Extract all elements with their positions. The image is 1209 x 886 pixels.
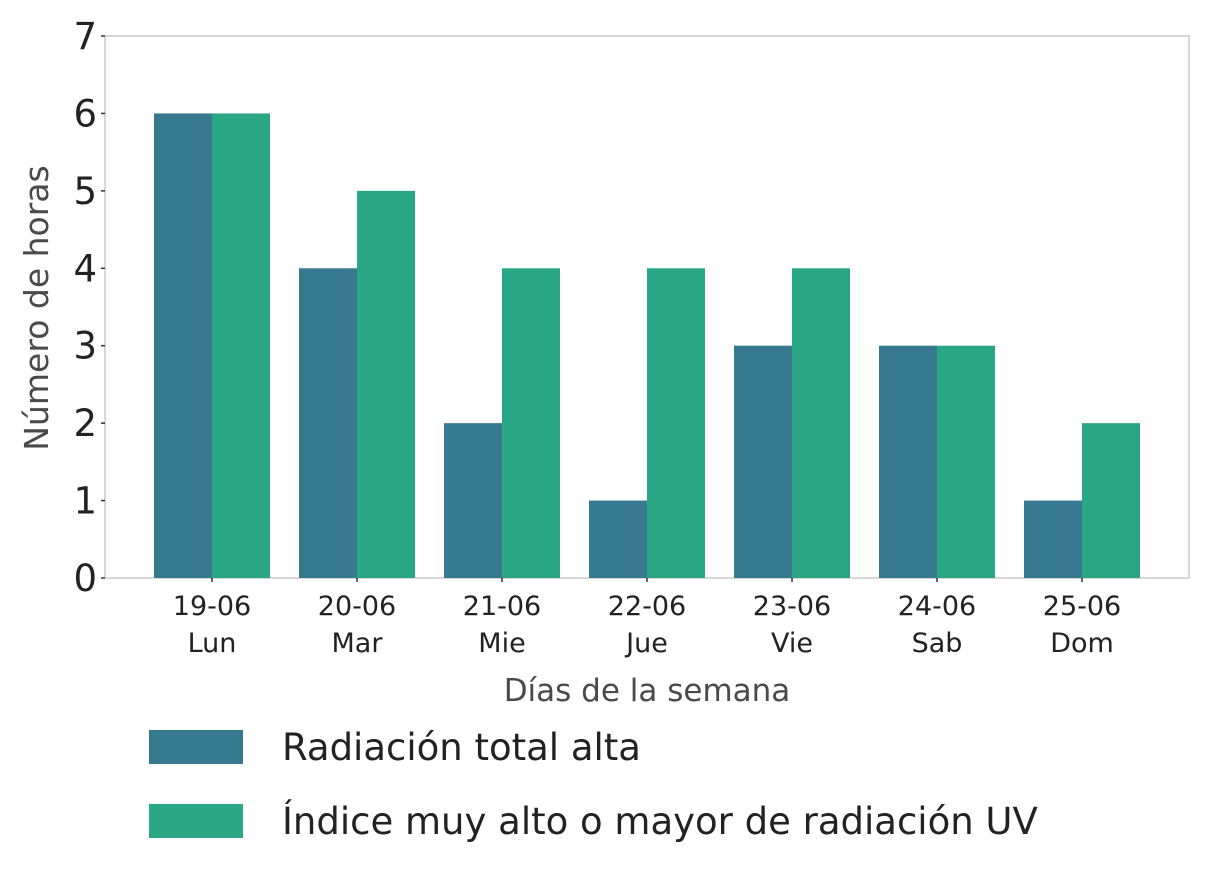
- bar-indice-uv-mar: [357, 190, 415, 578]
- x-tick-label-date: 22-06: [608, 591, 686, 622]
- y-tick-label: 5: [73, 170, 97, 213]
- y-tick-label: 1: [73, 480, 97, 523]
- x-tick-label-day: Mie: [478, 628, 525, 659]
- bar-radiacion-total-mar: [299, 268, 357, 578]
- y-tick-label: 7: [73, 15, 97, 58]
- legend-swatch: [149, 730, 243, 764]
- y-tick-label: 2: [73, 402, 97, 445]
- x-tick-label-day: Jue: [624, 628, 668, 659]
- bar-radiacion-total-vie: [734, 345, 792, 578]
- x-tick-label-date: 25-06: [1043, 591, 1121, 622]
- bar-indice-uv-vie: [792, 268, 850, 578]
- bar-indice-uv-mie: [502, 268, 560, 578]
- x-tick-label-day: Mar: [332, 628, 384, 659]
- bar-indice-uv-dom: [1082, 423, 1140, 578]
- x-tick-label-day: Sab: [912, 628, 963, 659]
- bar-radiacion-total-sab: [879, 345, 937, 578]
- x-tick-label-day: Vie: [771, 628, 813, 659]
- legend: Radiación total alta Índice muy alto o ma…: [149, 726, 1038, 843]
- x-tick-label-day: Dom: [1050, 628, 1114, 659]
- bar-indice-uv-lun: [212, 113, 270, 578]
- x-tick-label-date: 20-06: [318, 591, 396, 622]
- y-tick-label: 4: [73, 247, 97, 290]
- bar-radiacion-total-lun: [154, 113, 212, 578]
- x-tick-label-date: 23-06: [753, 591, 831, 622]
- x-tick-label-date: 21-06: [463, 591, 541, 622]
- legend-label: Radiación total alta: [282, 726, 641, 769]
- x-tick-label-date: 24-06: [898, 591, 976, 622]
- x-tick-label-day: Lun: [188, 628, 237, 659]
- y-tick-label: 6: [73, 92, 97, 135]
- bar-indice-uv-sab: [937, 345, 995, 578]
- legend-label: Índice muy alto o mayor de radiación UV: [282, 799, 1038, 843]
- bar-indice-uv-jue: [647, 268, 705, 578]
- y-tick-label: 3: [73, 325, 97, 368]
- bar-radiacion-total-mie: [444, 423, 502, 578]
- y-tick-label: 0: [73, 557, 97, 600]
- y-axis-title: Número de horas: [17, 165, 56, 450]
- x-tick-label-date: 19-06: [173, 591, 251, 622]
- x-axis-title: Días de la semana: [504, 673, 791, 709]
- bar-radiacion-total-dom: [1024, 500, 1082, 578]
- legend-swatch: [149, 804, 243, 838]
- bar-radiacion-total-jue: [589, 500, 647, 578]
